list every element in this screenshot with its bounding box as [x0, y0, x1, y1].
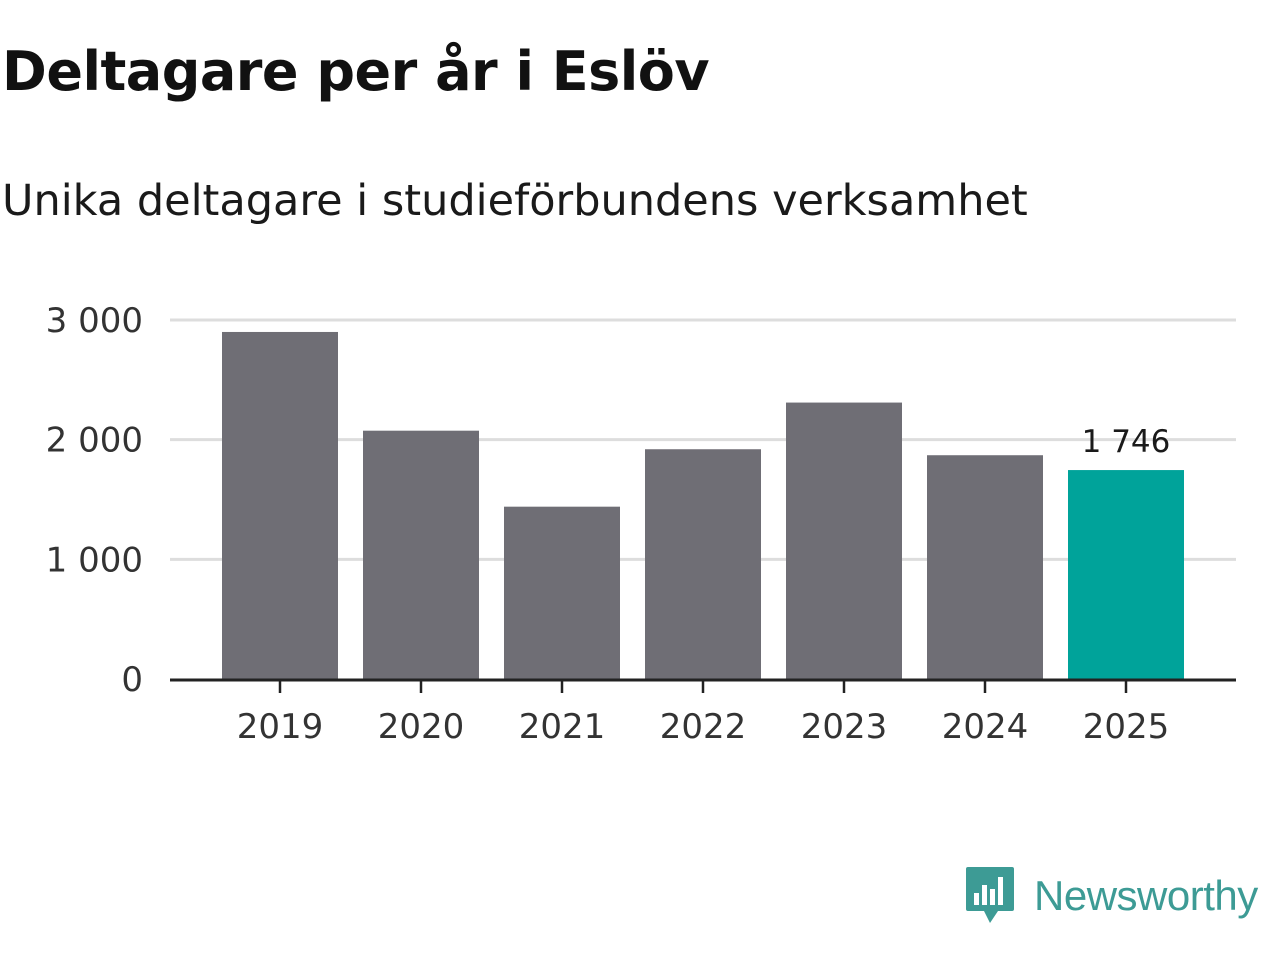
x-tick-label: 2019	[237, 707, 324, 747]
x-tick-label: 2022	[660, 707, 747, 747]
bar	[1068, 470, 1184, 679]
chart-subtitle: Unika deltagare i studieförbundens verks…	[2, 176, 1028, 226]
x-tick-label: 2024	[942, 707, 1029, 747]
bar	[363, 430, 479, 679]
brand: Newsworthy	[964, 864, 1258, 928]
y-tick-label: 0	[121, 660, 143, 700]
x-tick-label: 2023	[801, 707, 888, 747]
x-tick-label: 2020	[378, 707, 465, 747]
bar	[786, 402, 902, 679]
bar	[927, 455, 1043, 679]
bar	[222, 331, 338, 679]
bar-chart: 0 1 000 2 000 3 000 2019 2020 2021 2022 2023 2024…	[46, 301, 1236, 747]
data-label: 1 746	[1082, 424, 1171, 460]
bar	[504, 506, 620, 679]
y-tick-label: 3 000	[46, 301, 143, 341]
y-tick-label: 2 000	[46, 421, 143, 461]
bar	[645, 449, 761, 679]
y-tick-label: 1 000	[46, 540, 143, 580]
x-tick-label: 2025	[1083, 707, 1170, 747]
brand-name: Newsworthy	[1034, 872, 1258, 919]
chart-title: Deltagare per år i Eslöv	[2, 40, 710, 103]
newsworthy-logo-icon	[966, 867, 1014, 923]
x-tick-label: 2021	[519, 707, 606, 747]
